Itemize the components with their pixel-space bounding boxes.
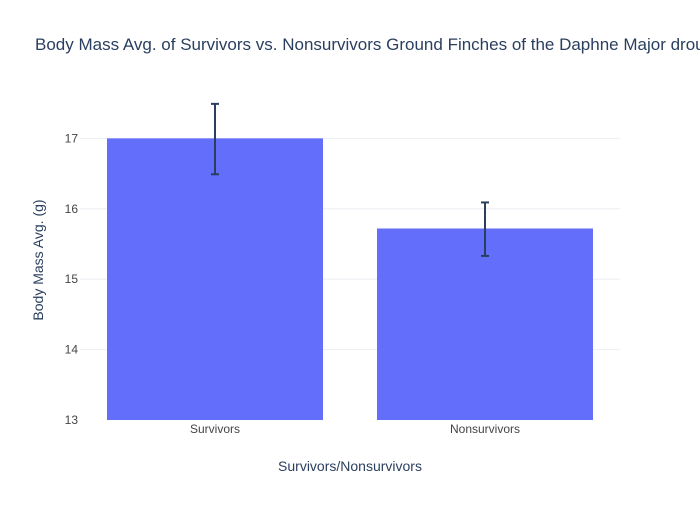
bar-survivors — [107, 138, 323, 420]
bars — [107, 138, 593, 420]
y-tick-label: 17 — [65, 131, 79, 145]
error-bars — [211, 102, 489, 257]
y-tick-label: 14 — [65, 343, 79, 357]
error-bar-nonsurvivors — [481, 201, 489, 257]
y-axis-ticks: 13 14 15 16 17 — [65, 131, 79, 427]
x-tick-label-survivors: Survivors — [190, 422, 240, 436]
x-axis-label: Survivors/Nonsurvivors — [278, 458, 422, 474]
bar-nonsurvivors — [377, 228, 593, 420]
x-axis-ticks: Survivors Nonsurvivors — [190, 422, 520, 436]
y-tick-label: 15 — [65, 272, 79, 286]
y-tick-label: 13 — [65, 413, 79, 427]
chart-title: Body Mass Avg. of Survivors vs. Nonsurvi… — [35, 35, 700, 54]
x-tick-label-nonsurvivors: Nonsurvivors — [450, 422, 520, 436]
error-bar-survivors — [211, 102, 219, 176]
y-tick-label: 16 — [65, 202, 79, 216]
y-axis-label: Body Mass Avg. (g) — [30, 199, 46, 320]
